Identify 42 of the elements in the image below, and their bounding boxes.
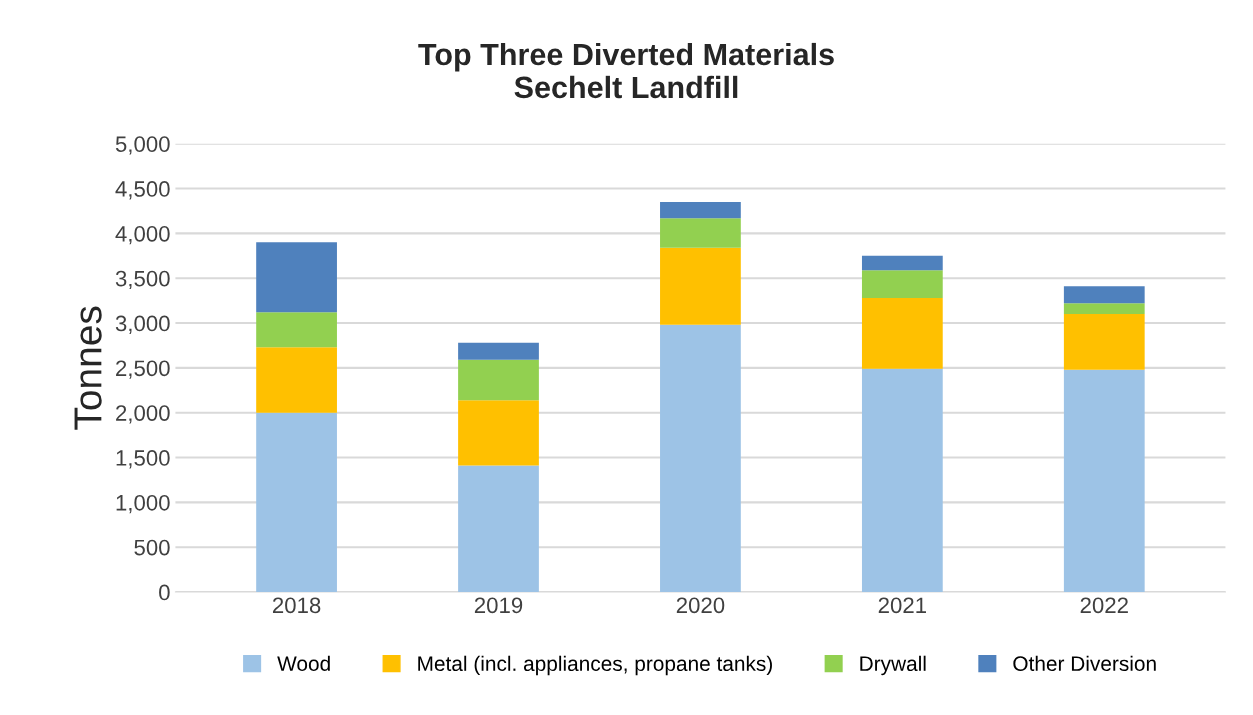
bar — [458, 342, 539, 360]
x-tick-label: 2020 — [676, 597, 725, 614]
bar — [458, 465, 539, 593]
legend-label: Other Diversion — [1013, 655, 1156, 672]
bar — [1063, 303, 1145, 315]
y-tick-label: 0 — [159, 584, 170, 601]
chart-title: Top Three Diverted Materials Sechelt Landfill — [418, 42, 834, 99]
x-tick-label: 2018 — [272, 597, 321, 614]
bar — [660, 324, 741, 593]
y-tick-label: 4,500 — [115, 181, 170, 200]
y-tick-label: 4,000 — [115, 225, 170, 245]
legend-label: Wood — [277, 655, 330, 672]
y-tick-label: 1,000 — [116, 494, 170, 514]
legend-label: Metal (incl. appliances, propane tanks) — [418, 655, 772, 676]
y-tick-label: 1,500 — [116, 450, 170, 469]
bar — [1063, 286, 1145, 304]
bar — [256, 312, 337, 348]
y-tick-label: 3,500 — [115, 270, 170, 290]
y-tick-label: 5,000 — [115, 136, 170, 155]
y-tick-label: 3,000 — [115, 315, 170, 334]
bar — [861, 297, 943, 369]
bar — [458, 400, 539, 466]
bar — [1063, 314, 1145, 370]
bar — [256, 242, 337, 313]
x-tick-label: 2021 — [878, 597, 926, 614]
y-tick-label: 2,000 — [116, 405, 170, 424]
bar — [660, 218, 741, 248]
y-tick-label: 2,500 — [116, 360, 170, 379]
legend-label: Drywall — [860, 655, 926, 676]
y-tick-label: 500 — [134, 539, 170, 556]
bar — [1063, 369, 1145, 593]
x-tick-label: 2022 — [1080, 597, 1128, 614]
x-tick-label: 2019 — [474, 597, 523, 614]
bar — [660, 247, 741, 325]
y-axis-title: Tonnes — [74, 306, 102, 430]
bar — [256, 412, 337, 593]
bar — [458, 359, 539, 401]
bar — [861, 255, 943, 271]
bar — [861, 270, 943, 298]
bar — [660, 201, 741, 219]
bar — [861, 368, 943, 593]
bar — [256, 347, 337, 413]
